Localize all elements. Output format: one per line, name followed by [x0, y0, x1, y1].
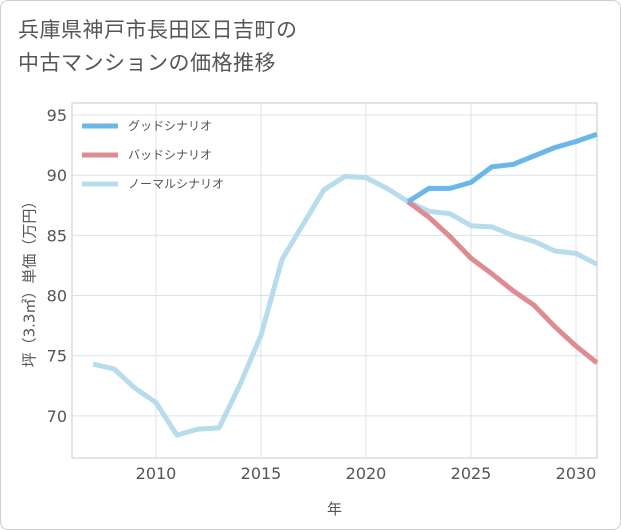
- chart-title-line-2: 中古マンションの価格推移: [18, 51, 276, 75]
- series-line-2: [406, 199, 599, 365]
- series-line-1: [406, 131, 598, 204]
- legend-label-3: ノーマルシナリオ: [128, 177, 224, 191]
- y-tick-label-95: 95: [47, 106, 67, 125]
- series-lines: [92, 131, 599, 438]
- y-axis-label: 坪（3.3㎡）単価（万円）: [21, 194, 39, 368]
- x-tick-label-2025: 2025: [451, 464, 492, 483]
- legend-label-2: バッドシナリオ: [128, 148, 212, 162]
- tick-labels: 2010 2015 2020 2025 2030 70 75 80 85 90 95: [47, 106, 597, 483]
- y-tick-label-75: 75: [47, 347, 67, 366]
- series-line-3: [92, 173, 599, 438]
- chart-title: 兵庫県神戸市長田区日吉町の 中古マンションの価格推移: [18, 14, 298, 80]
- x-tick-label-2010: 2010: [136, 464, 177, 483]
- legend-label-1: グッドシナリオ: [128, 119, 212, 133]
- y-tick-label-80: 80: [47, 287, 67, 306]
- chart-title-line-1: 兵庫県神戸市長田区日吉町の: [18, 18, 298, 42]
- y-tick-label-90: 90: [47, 166, 67, 185]
- y-tick-label-70: 70: [47, 407, 67, 426]
- x-axis-label: 年: [327, 500, 342, 518]
- x-tick-label-2020: 2020: [346, 464, 387, 483]
- y-tick-label-85: 85: [47, 226, 67, 245]
- x-tick-label-2030: 2030: [556, 464, 597, 483]
- grid-lines: [71, 102, 598, 459]
- plot-border: [71, 102, 598, 459]
- x-tick-label-2015: 2015: [241, 464, 282, 483]
